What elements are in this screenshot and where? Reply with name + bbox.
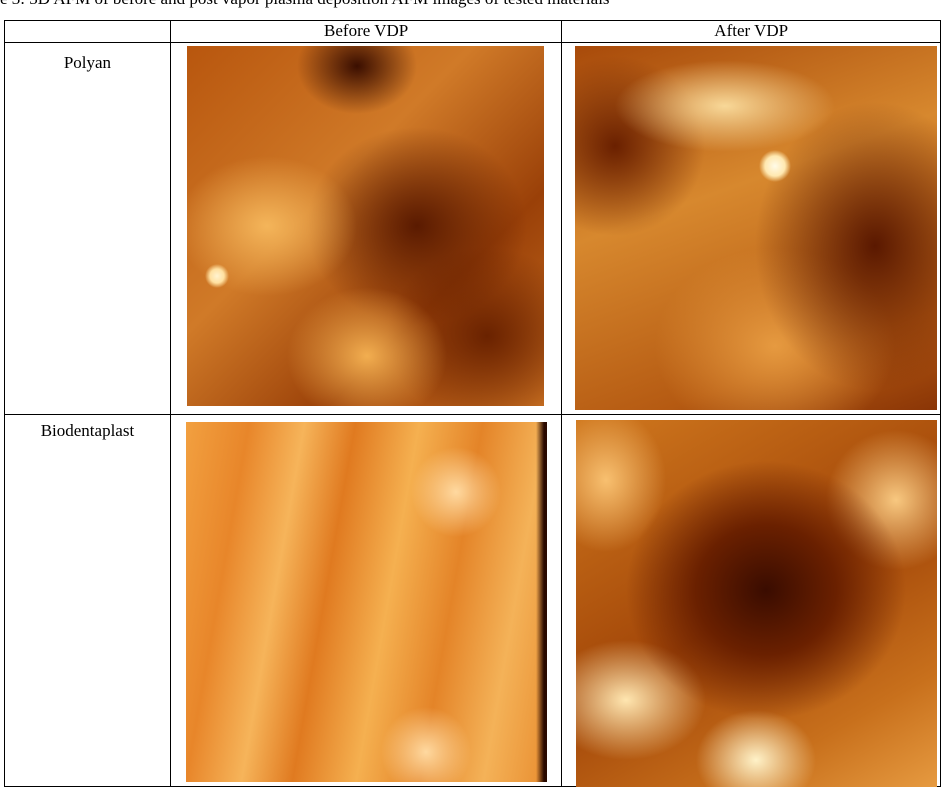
header-cell: After VDP [562, 21, 941, 43]
header-cell [5, 21, 171, 43]
header-row: Before VDP After VDP [5, 21, 941, 43]
afm-image [186, 422, 547, 782]
afm-image [576, 420, 937, 787]
page: e 3: 3D AFM of before and post vapor pla… [0, 0, 941, 789]
caption: e 3: 3D AFM of before and post vapor pla… [0, 0, 941, 9]
afm-image [575, 46, 937, 410]
row-label: Polyan [5, 43, 171, 415]
header-cell: Before VDP [170, 21, 562, 43]
afm-image [187, 46, 544, 406]
row-label: Biodentaplast [5, 415, 171, 787]
